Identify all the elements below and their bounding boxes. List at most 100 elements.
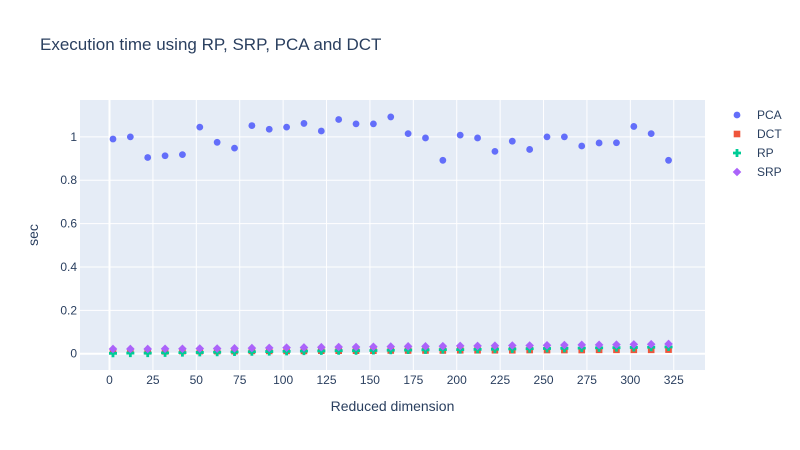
data-point-srp bbox=[560, 340, 569, 350]
legend-marker-rp bbox=[733, 149, 741, 157]
data-point-pca bbox=[317, 127, 325, 135]
data-point-srp bbox=[542, 340, 552, 350]
data-point-pca bbox=[387, 113, 395, 121]
data-point-pca bbox=[300, 120, 308, 127]
x-tick-label: 175 bbox=[403, 373, 423, 387]
series-srp bbox=[108, 339, 673, 354]
y-tick-label: 0.4 bbox=[60, 260, 77, 274]
data-point-srp bbox=[160, 344, 170, 354]
data-point-srp bbox=[334, 342, 343, 352]
data-point-pca bbox=[422, 134, 429, 142]
legend-marker-dct bbox=[733, 130, 741, 138]
x-tick-label: 325 bbox=[664, 373, 684, 387]
y-axis-title: sec bbox=[25, 224, 41, 246]
data-point-pca bbox=[491, 147, 499, 155]
data-point-pca bbox=[161, 152, 169, 160]
y-tick-label: 0.6 bbox=[60, 217, 77, 231]
data-point-pca bbox=[352, 120, 360, 128]
data-point-srp bbox=[264, 343, 274, 353]
legend-label: SRP bbox=[757, 165, 782, 179]
data-point-srp bbox=[421, 342, 430, 351]
series-pca bbox=[109, 113, 672, 164]
data-point-pca bbox=[578, 142, 586, 150]
x-tick-label: 200 bbox=[447, 373, 467, 387]
x-tick-label: 250 bbox=[534, 373, 554, 387]
data-point-srp bbox=[646, 339, 656, 349]
chart-title: Execution time using RP, SRP, PCA and DC… bbox=[40, 35, 381, 54]
data-point-pca bbox=[456, 131, 464, 139]
data-point-pca bbox=[613, 139, 620, 147]
data-point-srp bbox=[317, 342, 326, 352]
data-point-srp bbox=[126, 344, 135, 354]
data-point-srp bbox=[386, 342, 396, 351]
data-point-srp bbox=[178, 344, 187, 354]
legend-item-pca[interactable]: PCA bbox=[733, 108, 782, 122]
data-point-srp bbox=[629, 340, 639, 349]
data-point-srp bbox=[577, 340, 587, 350]
data-point-pca bbox=[231, 144, 238, 152]
data-point-pca bbox=[179, 151, 186, 159]
data-point-srp bbox=[612, 340, 621, 349]
data-point-pca bbox=[560, 133, 568, 141]
data-point-rp bbox=[108, 349, 117, 358]
data-point-pca bbox=[196, 123, 204, 131]
data-point-pca bbox=[474, 134, 481, 142]
legend-label: RP bbox=[757, 146, 774, 160]
y-tick-label: 0.2 bbox=[60, 303, 77, 317]
x-axis-ticks: 0 25 50 75 100 125 150 175 200 225 250 275 300 325 bbox=[106, 373, 684, 387]
data-point-srp bbox=[299, 343, 309, 352]
data-point-pca bbox=[404, 130, 412, 138]
data-point-pca bbox=[370, 120, 377, 128]
data-point-pca bbox=[595, 139, 603, 147]
data-point-srp bbox=[108, 344, 118, 354]
data-point-srp bbox=[195, 344, 205, 353]
data-points bbox=[108, 113, 673, 358]
data-point-pca bbox=[126, 133, 134, 141]
data-point-pca bbox=[665, 156, 672, 164]
y-tick-label: 0.8 bbox=[60, 173, 77, 187]
data-point-srp bbox=[282, 343, 291, 352]
x-tick-label: 100 bbox=[273, 373, 293, 387]
data-point-pca bbox=[543, 133, 551, 141]
data-point-pca bbox=[144, 154, 152, 161]
data-point-pca bbox=[265, 125, 273, 133]
data-point-pca bbox=[647, 130, 655, 138]
data-point-pca bbox=[630, 123, 638, 130]
x-tick-label: 25 bbox=[146, 373, 160, 387]
legend-item-srp[interactable]: SRP bbox=[732, 165, 782, 179]
data-point-srp bbox=[455, 341, 465, 351]
y-axis-ticks: 0 0.2 0.4 0.6 0.8 1 bbox=[60, 130, 77, 361]
data-point-srp bbox=[490, 341, 500, 351]
legend-item-dct[interactable]: DCT bbox=[733, 127, 783, 141]
data-point-pca bbox=[283, 123, 290, 131]
x-tick-label: 75 bbox=[233, 373, 247, 387]
data-point-srp bbox=[230, 344, 239, 353]
data-point-srp bbox=[594, 340, 604, 350]
data-point-pca bbox=[439, 156, 447, 164]
legend: PCA DCT RP SRP bbox=[732, 108, 783, 179]
data-point-srp bbox=[247, 343, 257, 353]
x-tick-label: 0 bbox=[106, 373, 113, 387]
data-point-pca bbox=[526, 146, 534, 153]
data-point-srp bbox=[369, 342, 378, 352]
x-tick-label: 50 bbox=[190, 373, 204, 387]
data-point-pca bbox=[213, 138, 221, 146]
data-point-srp bbox=[473, 341, 482, 351]
data-point-pca bbox=[335, 116, 343, 123]
data-point-srp bbox=[403, 342, 413, 351]
data-point-pca bbox=[508, 137, 516, 145]
legend-item-rp[interactable]: RP bbox=[733, 146, 774, 160]
y-tick-label: 0 bbox=[70, 347, 77, 361]
y-tick-label: 1 bbox=[70, 130, 77, 144]
x-tick-label: 225 bbox=[490, 373, 510, 387]
data-point-pca bbox=[109, 135, 117, 143]
x-tick-label: 125 bbox=[317, 373, 337, 387]
legend-label: PCA bbox=[757, 108, 782, 122]
data-point-srp bbox=[507, 341, 517, 350]
x-tick-label: 300 bbox=[620, 373, 640, 387]
legend-label: DCT bbox=[757, 127, 782, 141]
data-point-srp bbox=[212, 344, 222, 353]
data-point-srp bbox=[525, 341, 534, 350]
data-point-srp bbox=[351, 342, 361, 352]
